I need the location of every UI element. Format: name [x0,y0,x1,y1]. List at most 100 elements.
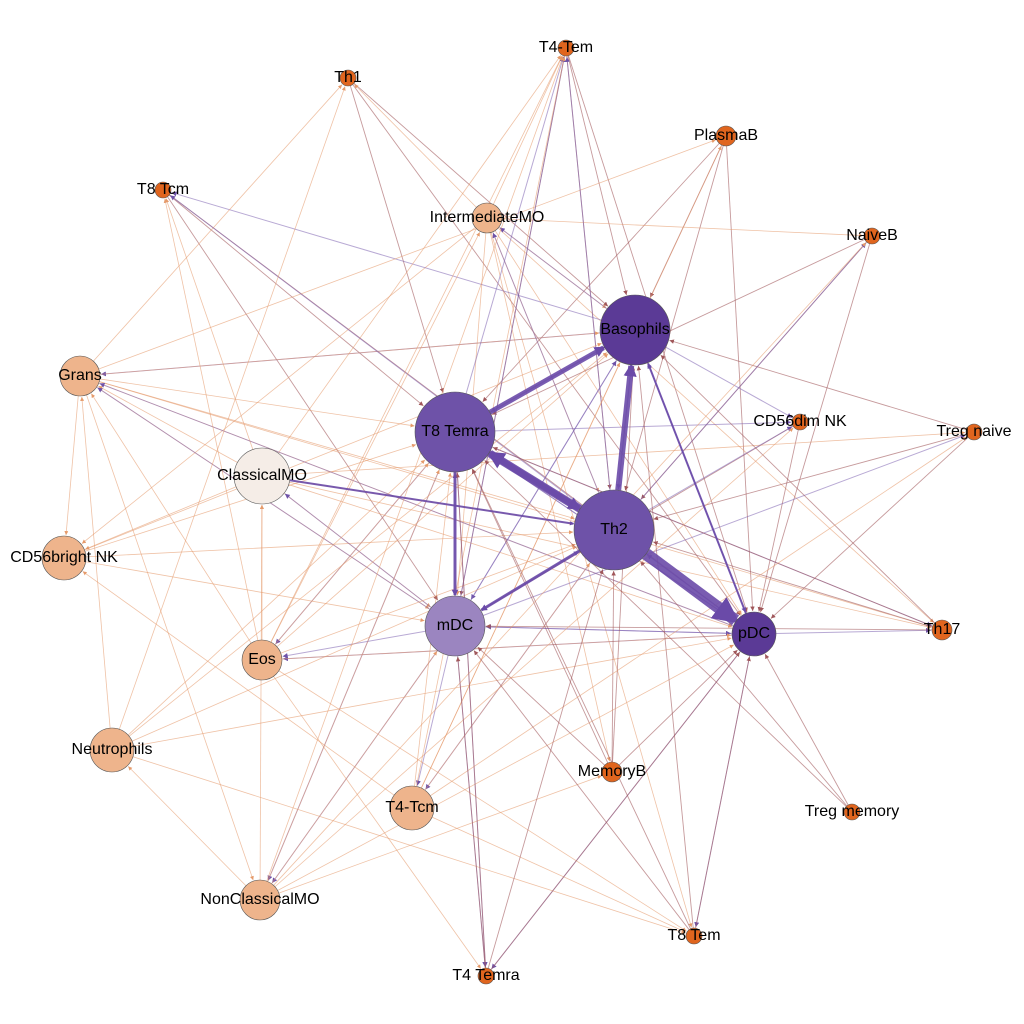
edge [497,227,935,623]
edge [266,56,564,882]
node-label: T8 Tcm [137,181,189,198]
edge [90,393,252,644]
node [241,639,283,681]
edge [465,56,565,394]
edge [274,463,429,645]
edge [759,243,871,613]
edge [273,242,867,886]
node-label: Eos [248,651,276,668]
edge [480,549,581,612]
edge [349,85,444,393]
edge [276,353,609,648]
edge [259,504,264,881]
node [89,727,135,773]
edge [99,331,600,375]
edge [354,84,477,208]
edge [98,139,716,370]
edge [501,218,864,238]
edge [80,396,111,729]
edge [278,775,602,894]
node [863,227,881,245]
node [389,785,435,831]
edge [660,354,936,624]
edge [82,571,395,796]
edge [488,345,606,415]
node-label: Neutrophils [72,741,153,758]
edge [764,653,849,806]
edge [648,426,793,511]
node [791,413,809,431]
edge [281,633,732,660]
node-label: T4-Tem [539,39,593,56]
edge [424,562,591,791]
node-label: T8 Tem [667,927,720,944]
node-label: Th17 [924,621,961,638]
edge [492,232,600,494]
node [715,125,737,147]
edge [167,196,439,601]
edge [653,541,933,628]
edge [455,656,486,969]
edge [118,86,346,730]
node-label: IntermediateMO [430,209,545,226]
node-label: Th1 [334,69,362,86]
edge [98,385,238,463]
edge [485,624,933,631]
node [965,423,983,441]
edge [99,381,932,628]
edge [695,656,751,929]
edge [133,636,732,747]
node-label: NonClassicalMO [200,891,319,908]
edge [490,232,693,928]
edge [455,472,486,969]
node [339,69,357,87]
node-label: Basophils [600,321,669,338]
node [424,595,486,657]
edge [85,561,425,622]
edge [471,469,609,764]
node-label: Grans [58,367,102,384]
node [599,294,671,366]
edge [267,469,440,882]
node [414,391,496,473]
edge [64,395,79,536]
node [154,181,172,199]
node-label: pDC [738,625,770,642]
node-label: mDC [437,617,473,634]
edge [499,227,608,310]
edge [99,381,575,520]
node [239,879,281,921]
node [843,803,861,821]
node [477,967,495,985]
edge [640,561,848,807]
node [573,489,655,571]
edge [168,194,424,407]
node-label: ClassicalMO [217,467,307,484]
edge [274,427,794,888]
edge [490,651,741,970]
node-label: T4 Temra [452,967,519,984]
node [471,202,503,234]
edge [163,198,259,641]
edge [489,232,611,762]
edge [564,56,611,491]
edge [472,468,691,929]
edge [278,670,687,932]
edge [289,479,575,526]
edge [491,238,865,415]
edge [165,198,254,450]
node-label: MemoryB [578,763,646,780]
edge [353,82,609,307]
edge [611,570,616,763]
edge [85,486,237,550]
edge [289,430,966,475]
edge [277,55,562,454]
node-label: CD56bright NK [10,549,118,566]
edge [284,493,432,608]
node-label: T4-Tcm [385,799,438,816]
edge [669,339,967,431]
edge [642,549,740,626]
edge [127,766,247,887]
edge [128,352,608,737]
